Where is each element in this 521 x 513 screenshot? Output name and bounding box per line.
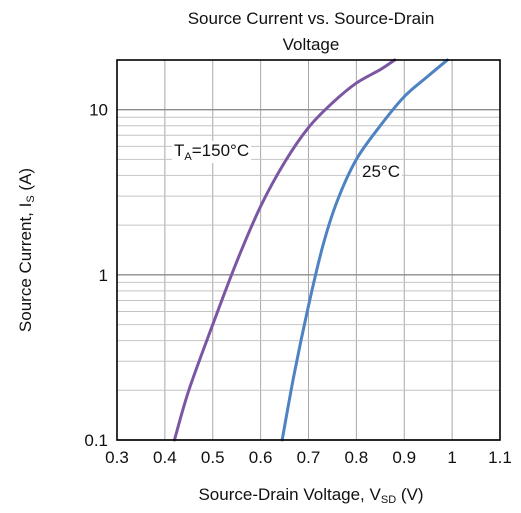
x-tick-labels: 0.3 0.4 0.5 0.6 0.7 0.8 0.9 1 1.1 bbox=[105, 448, 512, 467]
y-axis-label-unit: (A) bbox=[16, 168, 35, 195]
y-tick-label-0: 0.1 bbox=[84, 431, 108, 450]
y-tick-labels: 0.1 1 10 bbox=[84, 101, 108, 450]
x-axis-label-sub: SD bbox=[381, 494, 396, 506]
x-tick-label-6: 0.9 bbox=[392, 448, 416, 467]
y-axis-label-main: Source Current, I bbox=[16, 203, 35, 332]
x-axis-label-main: Source-Drain Voltage, V bbox=[198, 485, 381, 504]
series-line-1 bbox=[280, 58, 449, 442]
series-label-1-main: 25°C bbox=[362, 162, 400, 181]
series-label-0-rest: =150°C bbox=[192, 141, 249, 160]
series-labels: TA=150°C 25°C bbox=[172, 141, 402, 181]
x-axis-label-unit: (V) bbox=[396, 485, 423, 504]
x-tick-label-8: 1.1 bbox=[488, 448, 512, 467]
series-layer bbox=[172, 58, 449, 442]
plot-frame bbox=[116, 59, 501, 441]
series-label-1: 25°C bbox=[362, 162, 400, 181]
y-tick-label-1: 1 bbox=[99, 266, 108, 285]
y-axis-label: Source Current, IS (A) bbox=[16, 168, 37, 332]
x-tick-label-2: 0.5 bbox=[201, 448, 225, 467]
x-tick-label-4: 0.7 bbox=[297, 448, 321, 467]
x-tick-label-0: 0.3 bbox=[105, 448, 129, 467]
y-axis-label-sub: S bbox=[25, 195, 37, 202]
series-label-0-sub: A bbox=[184, 151, 192, 163]
x-tick-label-1: 0.4 bbox=[153, 448, 177, 467]
x-axis-label: Source-Drain Voltage, VSD (V) bbox=[198, 485, 423, 506]
series-line-0 bbox=[172, 58, 397, 442]
x-tick-label-3: 0.6 bbox=[249, 448, 273, 467]
x-tick-label-5: 0.8 bbox=[345, 448, 369, 467]
x-tick-label-7: 1 bbox=[447, 448, 456, 467]
chart-title-line-1: Source Current vs. Source-Drain bbox=[188, 9, 435, 28]
y-tick-label-2: 10 bbox=[89, 101, 108, 120]
chart-title-line-2: Voltage bbox=[283, 35, 340, 54]
grid-lines bbox=[116, 59, 501, 441]
series-label-0: TA=150°C bbox=[174, 141, 249, 163]
series-label-1-background bbox=[360, 162, 402, 181]
series-label-0-background bbox=[172, 141, 252, 163]
series-label-0-main: T bbox=[174, 141, 184, 160]
